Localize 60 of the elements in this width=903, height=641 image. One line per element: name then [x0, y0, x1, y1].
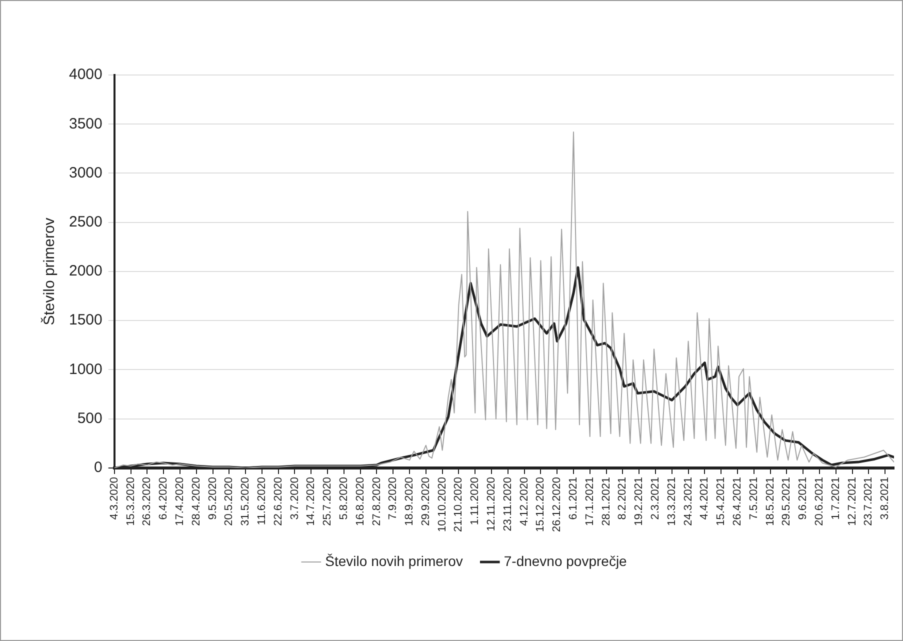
- y-tick-label: 2500: [68, 213, 102, 230]
- x-tick-label: 23.11.2020: [502, 476, 514, 532]
- legend-label: 7-dnevno povprečje: [504, 552, 628, 569]
- x-tick-label: 4.3.2020: [108, 476, 120, 520]
- x-tick-label: 3.7.2020: [288, 476, 301, 520]
- x-tick-label: 27.8.2020: [370, 476, 383, 526]
- x-tick-label: 26.4.2021: [732, 476, 744, 526]
- x-tick-label: 28.1.2021: [600, 476, 612, 526]
- y-tick-label: 2000: [68, 262, 102, 280]
- x-tick-label: 7.9.2020: [387, 476, 400, 520]
- x-tick-label: 23.7.2021: [862, 476, 875, 526]
- x-tick-label: 15.4.2021: [715, 476, 728, 526]
- x-tick-label: 3.8.2021: [879, 476, 892, 520]
- y-tick-label: 3000: [68, 164, 102, 182]
- x-tick-label: 20.6.2021: [813, 476, 826, 526]
- x-tick-label: 31.5.2020: [240, 476, 252, 526]
- x-tick-label: 6.1.2021: [568, 476, 580, 520]
- x-tick-label: 1.11.2020: [469, 476, 482, 526]
- x-tick-label: 16.8.2020: [354, 476, 366, 526]
- x-tick-label: 14.7.2020: [305, 476, 318, 526]
- y-tick-label: 500: [77, 410, 102, 427]
- x-tick-label: 8.2.2021: [616, 476, 629, 520]
- x-tick-label: 11.6.2020: [256, 476, 268, 526]
- y-axis-title: Število primerov: [40, 217, 58, 326]
- x-tick-label: 2.3.2021: [650, 476, 662, 520]
- y-tick-label: 1000: [68, 360, 102, 378]
- x-tick-label: 21.10.2020: [452, 476, 465, 532]
- x-tick-label: 19.2.2021: [633, 476, 646, 526]
- x-tick-label: 7.5.2021: [748, 476, 760, 520]
- x-tick-label: 29.5.2021: [780, 476, 793, 526]
- x-tick-label: 9.6.2021: [797, 476, 810, 520]
- x-tick-label: 25.7.2020: [322, 476, 334, 526]
- x-tick-label: 29.9.2020: [420, 476, 432, 526]
- x-tick-label: 13.3.2021: [666, 476, 678, 526]
- x-tick-label: 18.9.2020: [404, 476, 416, 526]
- x-tick-label: 12.7.2021: [846, 476, 858, 526]
- x-tick-label: 20.5.2020: [223, 476, 236, 526]
- x-tick-label: 9.5.2020: [206, 476, 219, 520]
- x-tick-label: 28.4.2020: [190, 476, 202, 526]
- x-tick-label: 22.6.2020: [272, 476, 284, 526]
- x-tick-label: 4.4.2021: [698, 476, 711, 520]
- y-tick-label: 1500: [68, 312, 102, 329]
- x-tick-label: 4.12.2020: [518, 476, 530, 526]
- x-tick-label: 10.10.2020: [436, 476, 448, 532]
- x-tick-label: 1.7.2021: [830, 476, 842, 520]
- x-tick-label: 18.5.2021: [764, 476, 776, 526]
- x-tick-label: 6.4.2020: [158, 476, 170, 520]
- x-tick-label: 5.8.2020: [338, 476, 350, 520]
- x-tick-label: 15.3.2020: [124, 476, 137, 526]
- y-tick-label: 4000: [68, 66, 102, 84]
- x-tick-label: 26.12.2020: [551, 476, 564, 532]
- y-tick-label: 3500: [68, 115, 102, 132]
- y-tick-label: 0: [94, 459, 102, 476]
- x-tick-label: 24.3.2021: [682, 476, 694, 526]
- legend-label: Število novih primerov: [325, 552, 463, 569]
- x-tick-label: 26.3.2020: [141, 476, 154, 526]
- x-tick-label: 17.4.2020: [174, 476, 186, 526]
- x-tick-label: 12.11.2020: [486, 476, 498, 532]
- x-tick-label: 15.12.2020: [534, 476, 547, 532]
- x-tick-label: 17.1.2021: [584, 476, 596, 526]
